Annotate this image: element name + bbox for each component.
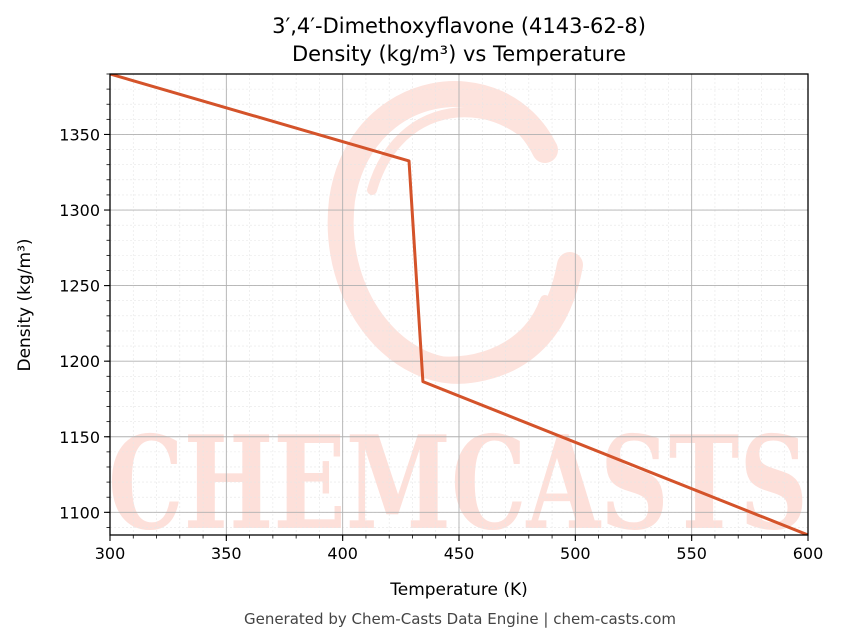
major-grid — [109, 74, 809, 535]
y-tick-label: 1150 — [59, 428, 100, 447]
y-tick-label: 1100 — [59, 503, 100, 522]
x-axis-label: Temperature (K) — [389, 580, 528, 600]
y-tick-label: 1350 — [59, 125, 100, 144]
y-axis-ticks: 1100 1150 1200 1250 1300 1350 — [59, 73, 110, 528]
footer-credit: Generated by Chem-Casts Data Engine | ch… — [244, 610, 676, 628]
x-tick-label: 300 — [95, 544, 126, 563]
y-tick-label: 1300 — [59, 201, 100, 220]
x-tick-label: 600 — [793, 544, 824, 563]
x-tick-label: 550 — [676, 544, 707, 563]
watermark: CHEMCASTS — [108, 81, 808, 559]
x-tick-label: 350 — [211, 544, 242, 563]
series-layer — [110, 74, 808, 535]
y-axis-label: Density (kg/m³) — [15, 238, 35, 371]
chart-title-line2: Density (kg/m³) vs Temperature — [292, 42, 626, 66]
watermark-logo-icon — [327, 81, 583, 384]
x-tick-label: 500 — [560, 544, 591, 563]
y-tick-label: 1200 — [59, 352, 100, 371]
x-tick-label: 450 — [444, 544, 475, 563]
chart-title-line1: 3′,4′-Dimethoxyflavone (4143-62-8) — [272, 14, 646, 38]
density-series-line — [110, 74, 808, 535]
x-axis-ticks: 300 350 400 450 500 550 600 — [95, 535, 824, 563]
watermark-text: CHEMCASTS — [108, 409, 808, 559]
y-tick-label: 1250 — [59, 277, 100, 296]
x-tick-label: 400 — [327, 544, 358, 563]
